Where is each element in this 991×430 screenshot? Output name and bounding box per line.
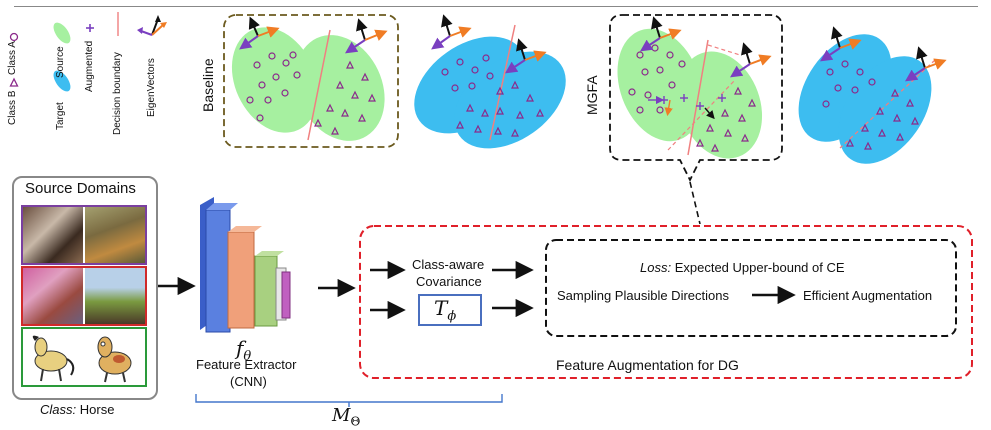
extractor-symbol: fθ — [236, 336, 251, 364]
target-boundary-1 — [489, 24, 516, 141]
loss-italic: Loss: — [640, 260, 672, 275]
pipeline-graphics — [158, 197, 973, 407]
target-2-eigen-a — [820, 26, 862, 62]
efficient-label: Efficient Augmentation — [803, 288, 933, 303]
feature-augmentation-region — [359, 225, 973, 379]
extractor-label: Feature Extractor — [196, 357, 297, 372]
covariance-label-2: Covariance — [416, 274, 482, 289]
target-1-eigen-a — [431, 14, 472, 50]
class-caption-label: Class: — [40, 402, 77, 417]
class-caption: Class: Horse — [40, 402, 114, 417]
class-a-marker — [9, 32, 19, 42]
target-2-eigen-b — [905, 46, 947, 82]
cartoon-horses-image — [32, 335, 132, 383]
mgfa-class-b — [696, 86, 756, 152]
eigenvectors-marker — [137, 15, 167, 36]
horse-art-image — [23, 268, 83, 324]
callout-connector — [689, 181, 701, 225]
class-b-marker — [9, 77, 19, 87]
transform-symbol-sub: ϕ — [447, 309, 457, 324]
mgfa-boundary-dash — [667, 79, 736, 151]
mgfa-boundary — [687, 39, 709, 156]
top-rule — [14, 6, 978, 7]
target-2-class-a — [822, 60, 876, 108]
cnn-layers — [200, 197, 291, 333]
baseline-class-a — [246, 51, 301, 122]
mgfa-inner-eigen — [648, 95, 715, 120]
legend-graphics — [9, 12, 167, 92]
illustration-panels — [223, 14, 947, 225]
target-1-eigen-b — [505, 38, 547, 74]
domain-cartoon-frame — [21, 327, 147, 387]
loss-label: Loss: Expected Upper-bound of CE — [640, 260, 845, 275]
augmented-marker — [86, 24, 94, 32]
source-domains-title: Source Domains — [25, 180, 136, 197]
class-caption-value: Horse — [79, 402, 115, 417]
baseline-class-b — [314, 60, 376, 135]
transform-symbol: Tϕ — [434, 296, 456, 324]
loss-box — [545, 239, 957, 337]
sampling-label: Sampling Plausible Directions — [557, 288, 729, 303]
extractor-symbol-sub: θ — [243, 349, 252, 364]
domain-art-frame — [21, 266, 147, 326]
transform-symbol-t: T — [434, 296, 448, 320]
baseline-frame — [223, 14, 399, 148]
domain-photo-frame — [21, 205, 147, 265]
baseline-boundary — [307, 29, 331, 141]
baseline-eigen-b — [345, 18, 388, 54]
horse-photo-image — [23, 207, 83, 263]
extractor-label-cnn: (CNN) — [230, 374, 267, 389]
target-1-class-b — [456, 80, 544, 137]
target-boundary-2 — [839, 59, 936, 149]
source-swatch — [53, 22, 71, 44]
mgfa-target-b — [838, 56, 932, 164]
model-symbol-sub: Θ — [350, 414, 361, 429]
target-2-class-b — [846, 88, 919, 150]
extractor-symbol-f: f — [236, 336, 244, 360]
mgfa-boundary-shift — [707, 44, 741, 56]
baseline-eigen-a — [239, 16, 280, 50]
mgfa-eigen-a — [640, 16, 682, 52]
loss-text: Expected Upper-bound of CE — [674, 260, 845, 275]
target-1-class-a — [441, 54, 494, 92]
mgfa-source-b — [677, 51, 763, 159]
mgfa-eigen-b — [730, 42, 772, 78]
target-swatch — [53, 70, 71, 92]
baseline-target-b — [454, 51, 566, 149]
model-symbol-m: M — [332, 405, 351, 426]
horse-painting-image — [85, 207, 145, 263]
transform-box — [418, 294, 482, 326]
model-symbol: MΘ — [332, 405, 360, 429]
covariance-label-1: Class-aware — [412, 257, 485, 272]
horse-field-image — [85, 268, 145, 324]
mgfa-class-a — [628, 44, 686, 114]
region-label: Feature Augmentation for DG — [556, 357, 739, 373]
mgfa-frame — [609, 14, 783, 183]
model-brace — [195, 394, 503, 407]
